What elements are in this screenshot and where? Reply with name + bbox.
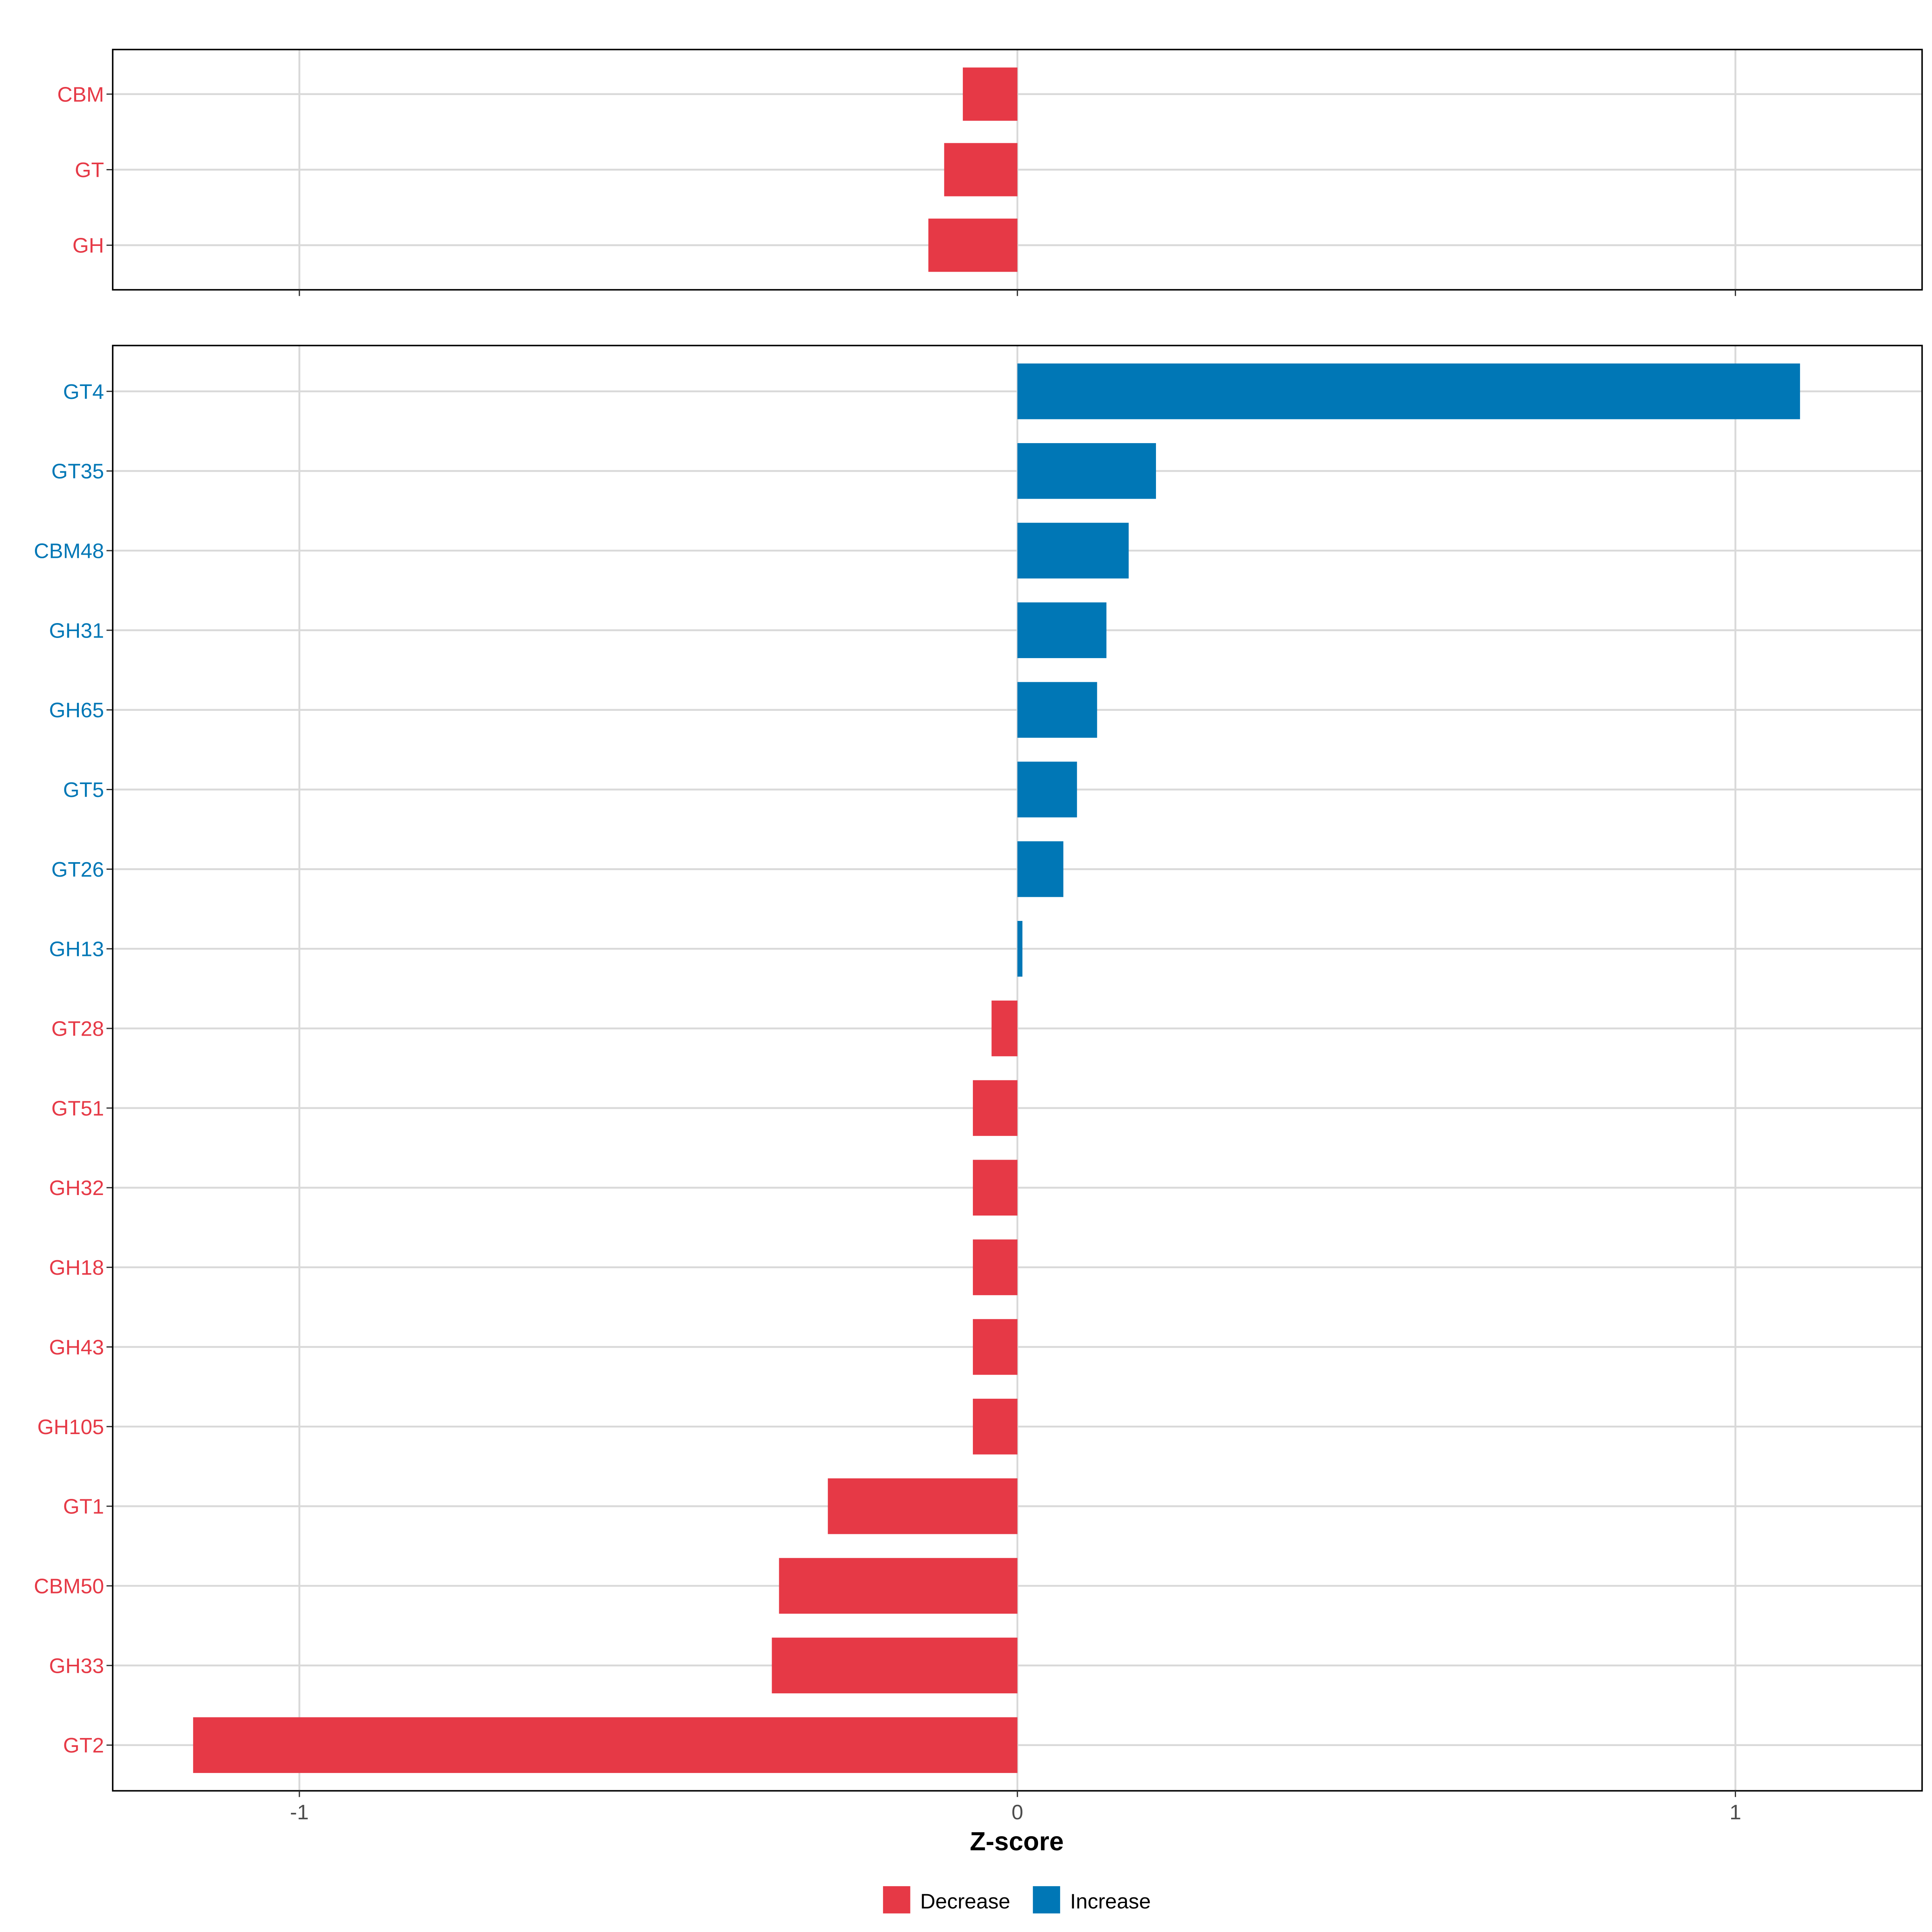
bar-GH32 [973, 1160, 1018, 1216]
top-panel: CBM GT GH [57, 49, 1923, 296]
x-axis: -1 0 1 [290, 1801, 1742, 1824]
bar-GT5 [1017, 762, 1077, 817]
y-tick-label-GT28: GT28 [52, 1018, 104, 1041]
bottom-panel: GT4 GT35 CBM48 GH31 GH65 GT5 GT26 GH13 GT28 GT51 G… [34, 345, 1923, 1797]
y-tick-label-CBM: CBM [57, 83, 104, 106]
x-tick-label: 1 [1730, 1801, 1741, 1824]
bar-GT2 [193, 1717, 1018, 1773]
bar-CBM [963, 67, 1018, 121]
y-tick-label-GT2: GT2 [63, 1734, 104, 1757]
y-tick-label-GT5: GT5 [63, 778, 104, 802]
y-tick-label-GT1: GT1 [63, 1495, 104, 1519]
bar-GT28 [991, 1000, 1018, 1057]
y-tick-label-GT26: GT26 [52, 858, 104, 881]
y-tick-label-GT: GT [75, 159, 104, 182]
legend: Decrease Increase [883, 1886, 1151, 1913]
legend-label-increase: Increase [1070, 1890, 1151, 1913]
y-tick-label-GH32: GH32 [49, 1177, 104, 1200]
y-tick-label-CBM48: CBM48 [34, 539, 104, 563]
y-tick-label-GH33: GH33 [49, 1654, 104, 1678]
bar-GH43 [973, 1319, 1018, 1375]
y-tick-label-GH13: GH13 [49, 938, 104, 961]
bar-GH13 [1017, 921, 1023, 977]
y-tick-label-GH105: GH105 [37, 1416, 104, 1439]
bar-GH33 [772, 1637, 1018, 1694]
y-tick-label-GH: GH [72, 234, 104, 258]
y-tick-label-GH43: GH43 [49, 1336, 104, 1359]
y-tick-label-GH31: GH31 [49, 619, 104, 642]
bar-GT51 [973, 1080, 1018, 1136]
bar-CBM50 [779, 1558, 1018, 1614]
bar-GT1 [828, 1478, 1018, 1534]
bar-GT26 [1017, 841, 1063, 897]
y-tick-label-GT51: GT51 [52, 1097, 104, 1120]
bar-GT4 [1017, 363, 1800, 419]
legend-label-decrease: Decrease [920, 1890, 1010, 1913]
y-tick-label-GT4: GT4 [63, 380, 104, 404]
bar-CBM48 [1017, 522, 1129, 579]
bar-GH105 [973, 1399, 1018, 1455]
bar-GT [944, 143, 1018, 196]
y-tick-label-GT35: GT35 [52, 460, 104, 483]
y-tick-label-GH18: GH18 [49, 1256, 104, 1280]
bar-GH31 [1017, 602, 1106, 658]
x-axis-label: Z-score [970, 1827, 1063, 1856]
legend-swatch-decrease [883, 1886, 910, 1913]
x-tick-label: -1 [290, 1801, 309, 1824]
legend-swatch-increase [1033, 1886, 1060, 1913]
y-tick-label-GH65: GH65 [49, 699, 104, 722]
y-tick-label-CBM50: CBM50 [34, 1575, 104, 1598]
x-tick-label: 0 [1011, 1801, 1023, 1824]
bar-GH [928, 219, 1018, 272]
bar-GT35 [1017, 443, 1156, 499]
bar-GH65 [1017, 682, 1097, 738]
bar-GH18 [973, 1239, 1018, 1295]
